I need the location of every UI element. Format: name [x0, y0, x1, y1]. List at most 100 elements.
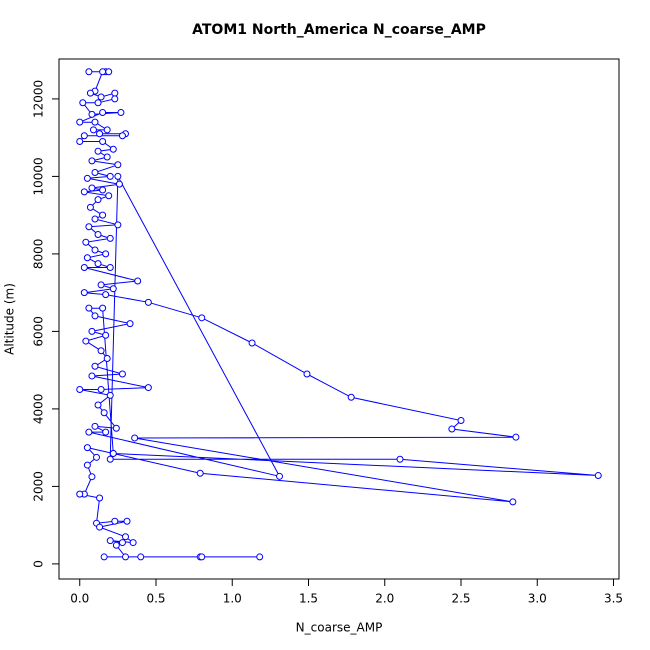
data-point [594, 472, 602, 480]
data-point [121, 553, 129, 561]
data-point [396, 455, 404, 463]
data-point [111, 517, 119, 525]
data-point [512, 433, 520, 441]
data-point [88, 110, 96, 118]
data-point [106, 391, 114, 399]
data-point [134, 277, 142, 285]
data-point [99, 186, 107, 194]
data-point [509, 498, 517, 506]
data-point [97, 93, 105, 101]
data-point [91, 246, 99, 254]
data-point [106, 234, 114, 242]
data-point [91, 312, 99, 320]
data-point [121, 533, 129, 541]
data-point [96, 130, 104, 138]
data-point [80, 289, 88, 297]
data-point [112, 424, 120, 432]
data-point [129, 539, 137, 547]
data-point [85, 428, 93, 436]
data-point [105, 192, 113, 200]
data-point [76, 118, 84, 126]
y-tick-label: 0 [32, 560, 46, 568]
data-point [94, 196, 102, 204]
data-point [105, 68, 113, 76]
series-line [78, 71, 599, 558]
y-tick-label: 10000 [32, 157, 46, 195]
data-point [94, 147, 102, 155]
data-point [109, 145, 117, 153]
data-point [97, 386, 105, 394]
data-point [118, 132, 126, 140]
data-point [102, 250, 110, 258]
data-point [83, 174, 91, 182]
data-point [112, 541, 120, 549]
data-point [83, 254, 91, 262]
x-tick-label: 1.5 [299, 592, 318, 606]
data-point [85, 68, 93, 76]
data-point [276, 472, 284, 480]
data-point [80, 188, 88, 196]
data-point [91, 215, 99, 223]
x-tick-label: 1.0 [223, 592, 242, 606]
data-point [117, 108, 125, 116]
data-point [86, 89, 94, 97]
data-point [76, 138, 84, 146]
x-tick-label: 2.5 [451, 592, 470, 606]
data-point [144, 298, 152, 306]
data-point [123, 517, 131, 525]
x-tick-label: 0.0 [70, 592, 89, 606]
data-point [102, 428, 110, 436]
data-point [103, 355, 111, 363]
data-point [91, 422, 99, 430]
chart-title: ATOM1 North_America N_coarse_AMP [192, 22, 486, 38]
y-tick-label: 2000 [32, 471, 46, 502]
data-point [88, 473, 96, 481]
data-point [198, 314, 206, 322]
data-point [89, 126, 97, 134]
data-point [99, 68, 107, 76]
data-point [82, 337, 90, 345]
data-point [88, 157, 96, 165]
data-point [248, 339, 256, 347]
data-point [97, 347, 105, 355]
data-point [99, 138, 107, 146]
y-tick-label: 12000 [32, 80, 46, 118]
data-point [448, 425, 456, 433]
data-point [118, 539, 126, 547]
data-point [91, 118, 99, 126]
data-point [102, 291, 110, 299]
data-point [347, 393, 355, 401]
data-point [111, 89, 119, 97]
data-point [80, 132, 88, 140]
x-tick-label: 3.0 [528, 592, 547, 606]
data-point [96, 494, 104, 502]
data-point [106, 263, 114, 271]
data-point [109, 449, 117, 457]
data-point [196, 469, 204, 477]
data-point [85, 304, 93, 312]
data-point [91, 169, 99, 177]
data-point [137, 553, 145, 561]
y-tick-label: 6000 [32, 316, 46, 347]
data-point [102, 331, 110, 339]
y-axis-label: Altitude (m) [3, 283, 17, 355]
plot-box [58, 58, 620, 580]
data-point [106, 172, 114, 180]
data-point [114, 221, 122, 229]
data-point [97, 281, 105, 289]
data-point [76, 386, 84, 394]
y-tick-label: 8000 [32, 239, 46, 270]
data-point [94, 99, 102, 107]
data-point [85, 223, 93, 231]
data-point [114, 161, 122, 169]
data-point [88, 372, 96, 380]
data-point [76, 490, 84, 498]
data-point [88, 184, 96, 192]
data-point [144, 384, 152, 392]
data-point [115, 180, 123, 188]
data-point [94, 231, 102, 239]
x-tick-label: 2.0 [375, 592, 394, 606]
y-tick-label: 4000 [32, 394, 46, 425]
data-point [86, 203, 94, 211]
x-tick-label: 3.5 [604, 592, 623, 606]
